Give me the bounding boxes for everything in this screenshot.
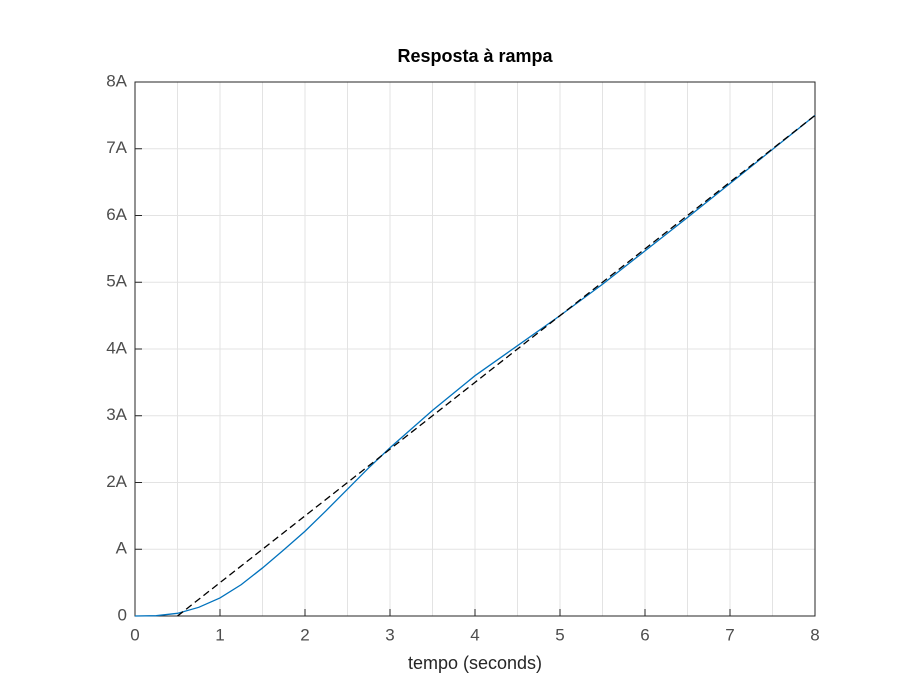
x-tick-label: 3 — [385, 625, 394, 644]
x-tick-label: 7 — [725, 625, 734, 644]
y-tick-label: 4A — [106, 338, 127, 357]
y-tick-label: 0 — [118, 605, 127, 624]
y-tick-label: A — [116, 539, 128, 558]
x-tick-label: 6 — [640, 625, 649, 644]
y-tick-label: 2A — [106, 472, 127, 491]
x-tick-label: 5 — [555, 625, 564, 644]
series-line — [177, 114, 816, 617]
y-tick-label: 5A — [106, 272, 127, 291]
x-tick-label: 8 — [810, 625, 819, 644]
y-tick-label: 3A — [106, 405, 127, 424]
axes-box — [134, 81, 816, 617]
y-tick-label: 7A — [106, 138, 127, 157]
x-tick-label: 0 — [130, 625, 139, 644]
series-line — [134, 114, 816, 617]
chart-title: Resposta à rampa — [397, 46, 553, 66]
x-tick-label: 2 — [300, 625, 309, 644]
y-tick-label: 8A — [106, 71, 127, 90]
x-tick-label: 1 — [215, 625, 224, 644]
x-axis-label: tempo (seconds) — [408, 653, 542, 673]
y-tick-label: 6A — [106, 205, 127, 224]
x-tick-label: 4 — [470, 625, 479, 644]
